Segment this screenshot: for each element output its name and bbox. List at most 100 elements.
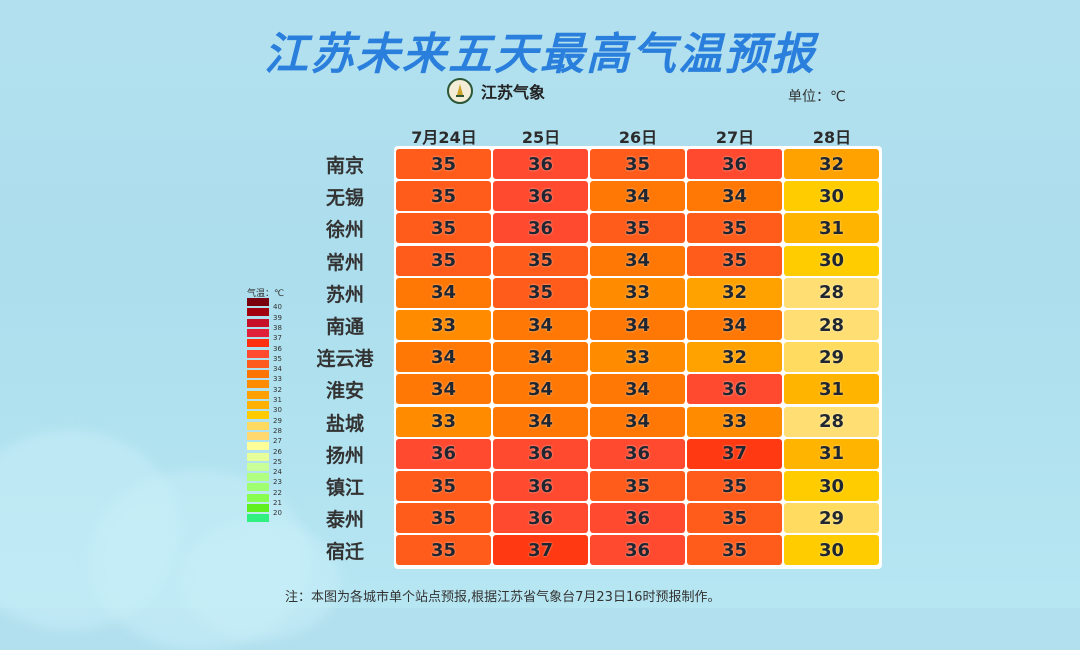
temperature-cell: 35: [396, 535, 491, 566]
legend-swatch: [247, 308, 269, 317]
city-label: 无锡: [325, 187, 364, 210]
temperature-cell: 29: [784, 503, 879, 534]
city-label: 镇江: [325, 477, 364, 499]
legend-label: 22: [273, 488, 282, 497]
temperature-cell: 35: [493, 245, 588, 276]
temperature-cell: 36: [687, 149, 782, 179]
city-label: 扬州: [325, 444, 364, 467]
legend-label: 20: [273, 509, 282, 518]
legend-label: 24: [273, 468, 282, 477]
temperature-cell: 31: [784, 213, 879, 244]
temperature-cell: 35: [590, 471, 685, 501]
temperature-cell: 36: [493, 471, 588, 501]
legend-swatch: [247, 493, 269, 502]
legend-swatch: [247, 473, 269, 482]
legend-label: 36: [273, 344, 282, 353]
legend-swatch: [247, 452, 269, 461]
temperature-cell: 36: [493, 213, 588, 244]
legend-swatch: [247, 349, 269, 358]
legend-title: 气温：℃: [247, 289, 285, 299]
page-title: 江苏未来五天最高气温预报: [264, 29, 816, 80]
temperature-cell: 34: [590, 245, 685, 276]
column-header: 26日: [618, 128, 658, 147]
temperature-cell: 35: [396, 213, 491, 244]
temperature-cell: 29: [784, 342, 879, 373]
temperature-cell: 35: [590, 213, 685, 244]
unit-label: 单位：℃: [788, 89, 846, 105]
column-header: 28日: [812, 128, 852, 147]
temperature-cell: 34: [590, 406, 685, 437]
temperature-cell: 37: [687, 438, 782, 469]
legend-label: 33: [273, 375, 282, 384]
legend-swatch: [247, 462, 269, 471]
temperature-cell: 30: [784, 471, 879, 501]
legend-label: 25: [273, 457, 282, 466]
city-label: 徐州: [325, 219, 364, 242]
legend-swatch: [247, 514, 269, 523]
temperature-cell: 33: [687, 406, 782, 437]
temperature-cell: 28: [784, 406, 879, 437]
temperature-cell: 36: [493, 438, 588, 469]
legend-label: 31: [273, 396, 282, 404]
temperature-cell: 35: [493, 277, 588, 308]
temperature-cell: 34: [590, 181, 685, 212]
temperature-cell: 32: [784, 149, 879, 179]
temperature-cell: 31: [784, 438, 879, 469]
temperature-cell: 35: [590, 149, 685, 179]
temperature-cell: 35: [687, 213, 782, 244]
legend-label: 23: [273, 478, 282, 487]
temperature-cell: 34: [493, 310, 588, 340]
temperature-cell: 33: [396, 310, 491, 340]
legend-swatch: [247, 411, 269, 420]
legend-label: 38: [273, 323, 282, 332]
temperature-cell: 32: [687, 277, 782, 308]
city-label: 苏州: [325, 283, 364, 306]
temperature-cell: 36: [590, 438, 685, 469]
legend-label: 26: [273, 447, 282, 456]
city-label: 宿迁: [325, 541, 364, 564]
temperature-cell: 32: [687, 342, 782, 373]
legend-label: 30: [273, 406, 282, 415]
legend-swatch: [247, 359, 269, 368]
temperature-cell: 34: [590, 310, 685, 340]
temperature-cell: 33: [590, 342, 685, 373]
legend-swatch: [247, 380, 269, 389]
legend-swatch: [247, 421, 269, 430]
temperature-cell: 36: [493, 503, 588, 534]
temperature-cell: 34: [687, 181, 782, 212]
temperature-cell: 35: [396, 181, 491, 212]
legend-label: 29: [273, 416, 282, 425]
meteorology-logo-icon: [447, 78, 473, 104]
temperature-cell: 31: [784, 374, 879, 405]
city-label: 连云港: [316, 348, 374, 371]
temperature-cell: 28: [784, 277, 879, 308]
temperature-cell: 35: [396, 471, 491, 501]
city-label: 淮安: [325, 380, 364, 403]
temperature-cell: 35: [687, 471, 782, 501]
legend-swatch: [247, 298, 269, 306]
column-header: 7月24日: [411, 128, 477, 147]
column-header: 27日: [715, 128, 755, 147]
temperature-cell: 35: [687, 503, 782, 534]
legend-swatch: [247, 442, 269, 451]
temperature-cell: 34: [493, 406, 588, 437]
city-label: 南京: [325, 155, 364, 177]
temperature-cell: 34: [687, 310, 782, 340]
temperature-cell: 35: [687, 535, 782, 566]
temperature-cell: 36: [590, 535, 685, 566]
temperature-cell: 28: [784, 310, 879, 340]
temperature-cell: 35: [396, 503, 491, 534]
legend-label: 27: [273, 437, 282, 446]
column-header: 25日: [521, 128, 561, 147]
legend-swatch: [247, 339, 269, 348]
temperature-cell: 36: [590, 503, 685, 534]
temperature-cell: 34: [396, 374, 491, 405]
legend-label: 35: [273, 354, 282, 363]
temperature-cell: 35: [396, 149, 491, 179]
legend-label: 34: [273, 365, 282, 374]
legend-label: 37: [273, 334, 282, 343]
temperature-cell: 36: [493, 181, 588, 212]
legend-label: 21: [273, 499, 282, 507]
temperature-cell: 30: [784, 181, 879, 212]
temperature-cell: 35: [396, 245, 491, 276]
